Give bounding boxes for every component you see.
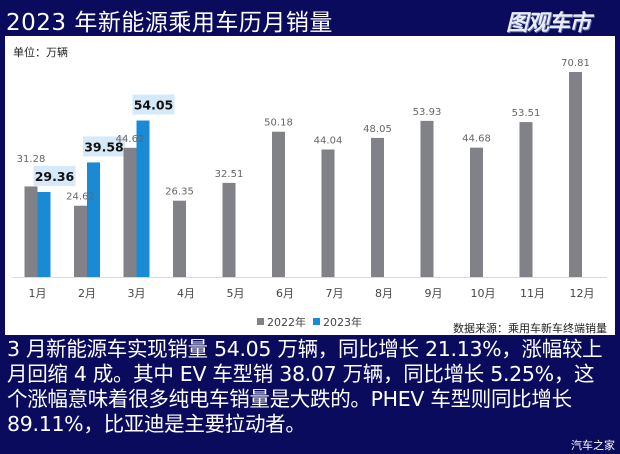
legend-label: 2023年	[323, 315, 362, 329]
data-label-2022: 50.18	[264, 118, 293, 129]
x-tick-label: 6月	[276, 287, 294, 300]
bar-2022	[420, 120, 434, 277]
bar-chart: 1月 29.36 31.28 2月 39.58 24.62 3月 54.05 44.62 4月 26…	[13, 58, 607, 329]
bar-2022	[173, 200, 186, 277]
page-title: 2023 年新能源乘用车历月销量	[6, 10, 333, 36]
data-label-2022: 53.51	[512, 108, 541, 119]
x-tick-label: 5月	[227, 287, 245, 300]
bar-2023	[87, 162, 100, 277]
x-tick-label: 3月	[128, 287, 146, 300]
data-label-bg-2023	[132, 94, 175, 115]
bar-2022	[470, 147, 483, 277]
legend-swatch	[313, 318, 320, 325]
bar-2022	[222, 182, 236, 277]
data-label-2022: 70.81	[561, 58, 590, 69]
data-label-2022: 44.62	[116, 134, 145, 145]
x-tick-label: 8月	[375, 287, 393, 300]
data-label-bg-2023	[33, 166, 76, 187]
data-label-2023: 39.58	[84, 139, 124, 154]
data-label-2023: 54.05	[134, 98, 174, 113]
x-tick-label: 9月	[425, 287, 443, 300]
x-tick-label: 11月	[520, 287, 545, 300]
x-tick-label: 12月	[570, 287, 595, 300]
unit-label: 单位：万辆	[13, 46, 68, 59]
x-tick-label: 4月	[177, 287, 195, 300]
data-label-2022: 32.51	[215, 169, 244, 180]
watermark: 汽车之家	[571, 439, 615, 452]
data-label-2022: 24.62	[66, 192, 95, 203]
bar-2022	[321, 149, 335, 277]
bar-2022	[272, 131, 285, 277]
data-label-2022: 44.04	[314, 136, 343, 147]
data-label-2022: 53.93	[413, 107, 442, 118]
legend-swatch	[257, 318, 264, 325]
bar-2022	[74, 205, 87, 277]
x-tick-label: 2月	[78, 287, 96, 300]
description-text: 3 月新能源车实现销量 54.05 万辆，同比增长 21.13%，涨幅较上月回缩…	[7, 337, 603, 436]
bar-2023	[136, 120, 150, 277]
data-label-2022: 48.05	[363, 124, 392, 135]
data-label-2023: 29.36	[35, 169, 75, 184]
data-label-2022: 31.28	[17, 154, 46, 165]
legend-label: 2022年	[267, 315, 306, 329]
bar-2022	[123, 147, 137, 277]
bar-2022	[519, 122, 533, 277]
chart-panel: 单位：万辆 1月 29.36 31.28 2月 39.58 24.62 3月 54.05 44.…	[5, 36, 615, 335]
data-label-2022: 44.68	[462, 134, 491, 145]
data-source: 数据来源：乘用车新车终端销量	[453, 322, 607, 335]
bar-2022	[24, 186, 38, 277]
x-tick-label: 7月	[326, 287, 344, 300]
data-label-bg-2023	[83, 136, 125, 157]
data-label-2022: 26.35	[165, 187, 194, 198]
bar-2023	[37, 192, 51, 277]
x-tick-label: 1月	[29, 287, 47, 300]
bar-2022	[569, 72, 582, 277]
brand-logo: 图观车市	[506, 11, 591, 36]
x-tick-label: 10月	[471, 287, 496, 300]
bar-2022	[371, 137, 384, 277]
